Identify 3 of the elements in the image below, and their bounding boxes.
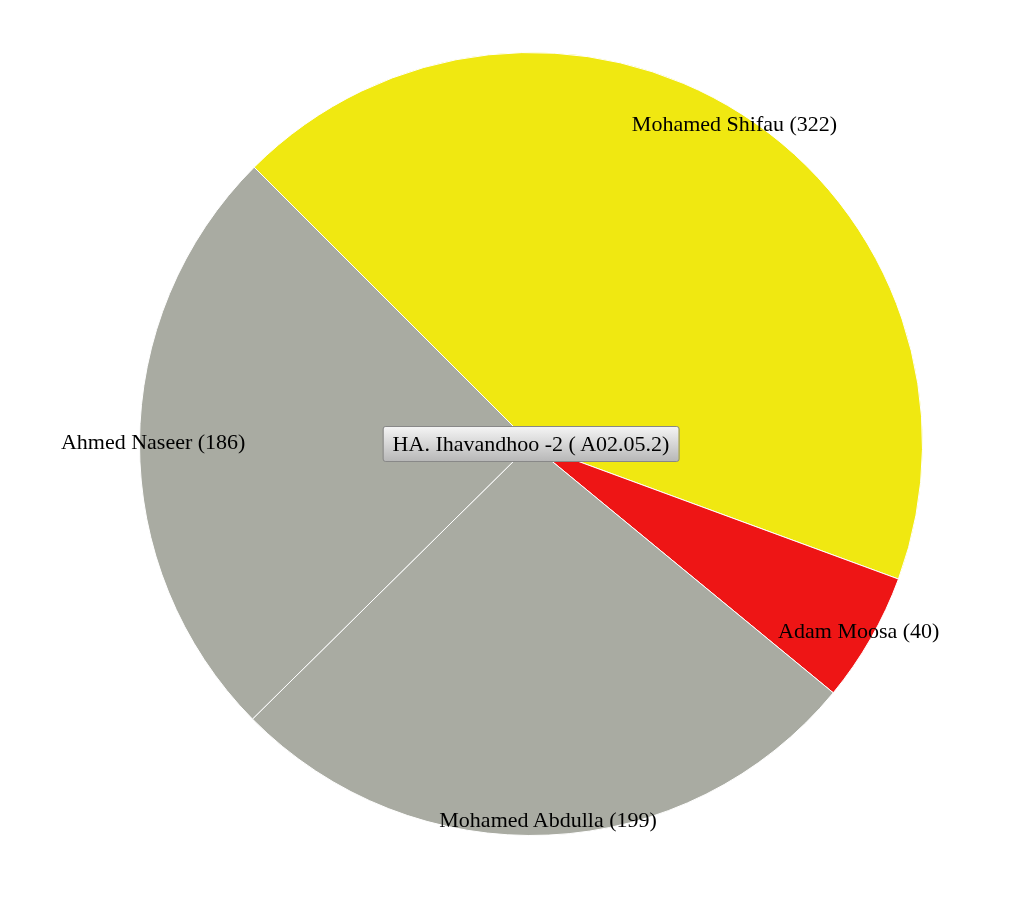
slice-label: Mohamed Abdulla (199) bbox=[439, 807, 657, 833]
text: HA. Ihavandhoo -2 ( A02.05.2) bbox=[382, 426, 680, 462]
slice-label: Ahmed Naseer (186) bbox=[60, 428, 246, 454]
